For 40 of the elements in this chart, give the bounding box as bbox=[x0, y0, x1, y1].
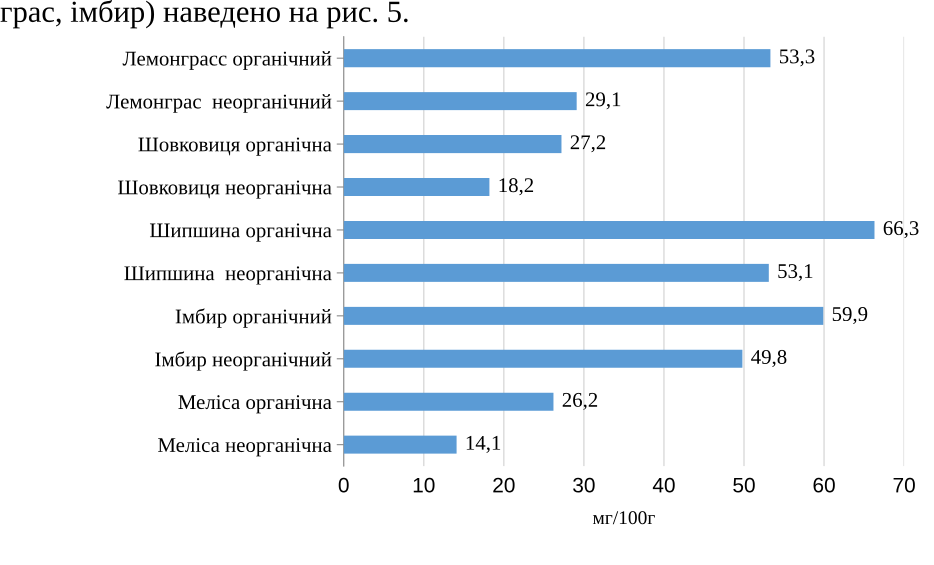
y-tick-label: Лемонграс неорганічний bbox=[106, 94, 332, 113]
x-tick-label: 20 bbox=[493, 478, 515, 493]
bar bbox=[344, 436, 457, 454]
data-label: 53,1 bbox=[778, 264, 812, 282]
y-tick-label: Шовковиця неорганічна bbox=[118, 180, 332, 199]
data-label: 26,2 bbox=[562, 392, 598, 410]
y-tick-label: Шипшина неорганічна bbox=[124, 266, 332, 285]
data-label: 14,1 bbox=[466, 436, 500, 453]
bar bbox=[344, 220, 874, 239]
y-tick-label: Шовковиця органічна bbox=[138, 138, 332, 156]
data-label: 59,9 bbox=[832, 307, 868, 324]
data-label: 29,1 bbox=[586, 92, 620, 110]
bar bbox=[344, 392, 554, 411]
bar bbox=[344, 178, 490, 196]
y-tick-label: Меліса органічна bbox=[178, 395, 332, 414]
y-tick-label: Імбир неорганічний bbox=[155, 351, 332, 371]
data-label: 27,2 bbox=[570, 135, 606, 152]
y-tick-label: Імбир органічний bbox=[176, 308, 332, 328]
data-label: 49,8 bbox=[751, 350, 786, 367]
text: грас, імбир) наведено на рис. 5. bbox=[0, 0, 408, 28]
bar bbox=[344, 92, 577, 110]
y-tick-label: Лемонграсс органічний bbox=[122, 51, 332, 70]
x-tick-label: 40 bbox=[652, 478, 675, 493]
bar bbox=[344, 264, 769, 282]
data-label: 53,3 bbox=[780, 49, 814, 66]
x-tick-label: 50 bbox=[733, 478, 755, 493]
bar bbox=[344, 350, 742, 368]
x-tick-label: 30 bbox=[573, 478, 595, 493]
bar bbox=[344, 49, 770, 68]
x-tick-label: 0 bbox=[338, 478, 349, 493]
x-tick-label: 60 bbox=[814, 478, 835, 493]
x-tick-label: 10 bbox=[414, 478, 435, 493]
x-tick-label: 70 bbox=[894, 478, 915, 493]
y-tick-label: Шипшина органічна bbox=[150, 223, 332, 242]
bar bbox=[344, 135, 562, 154]
y-tick-label: Меліса неорганічна bbox=[158, 438, 332, 456]
x-axis-title: мг/100г bbox=[592, 511, 655, 524]
data-label: 66,3 bbox=[884, 221, 918, 238]
data-label: 18,2 bbox=[500, 178, 534, 196]
bar bbox=[344, 306, 824, 325]
